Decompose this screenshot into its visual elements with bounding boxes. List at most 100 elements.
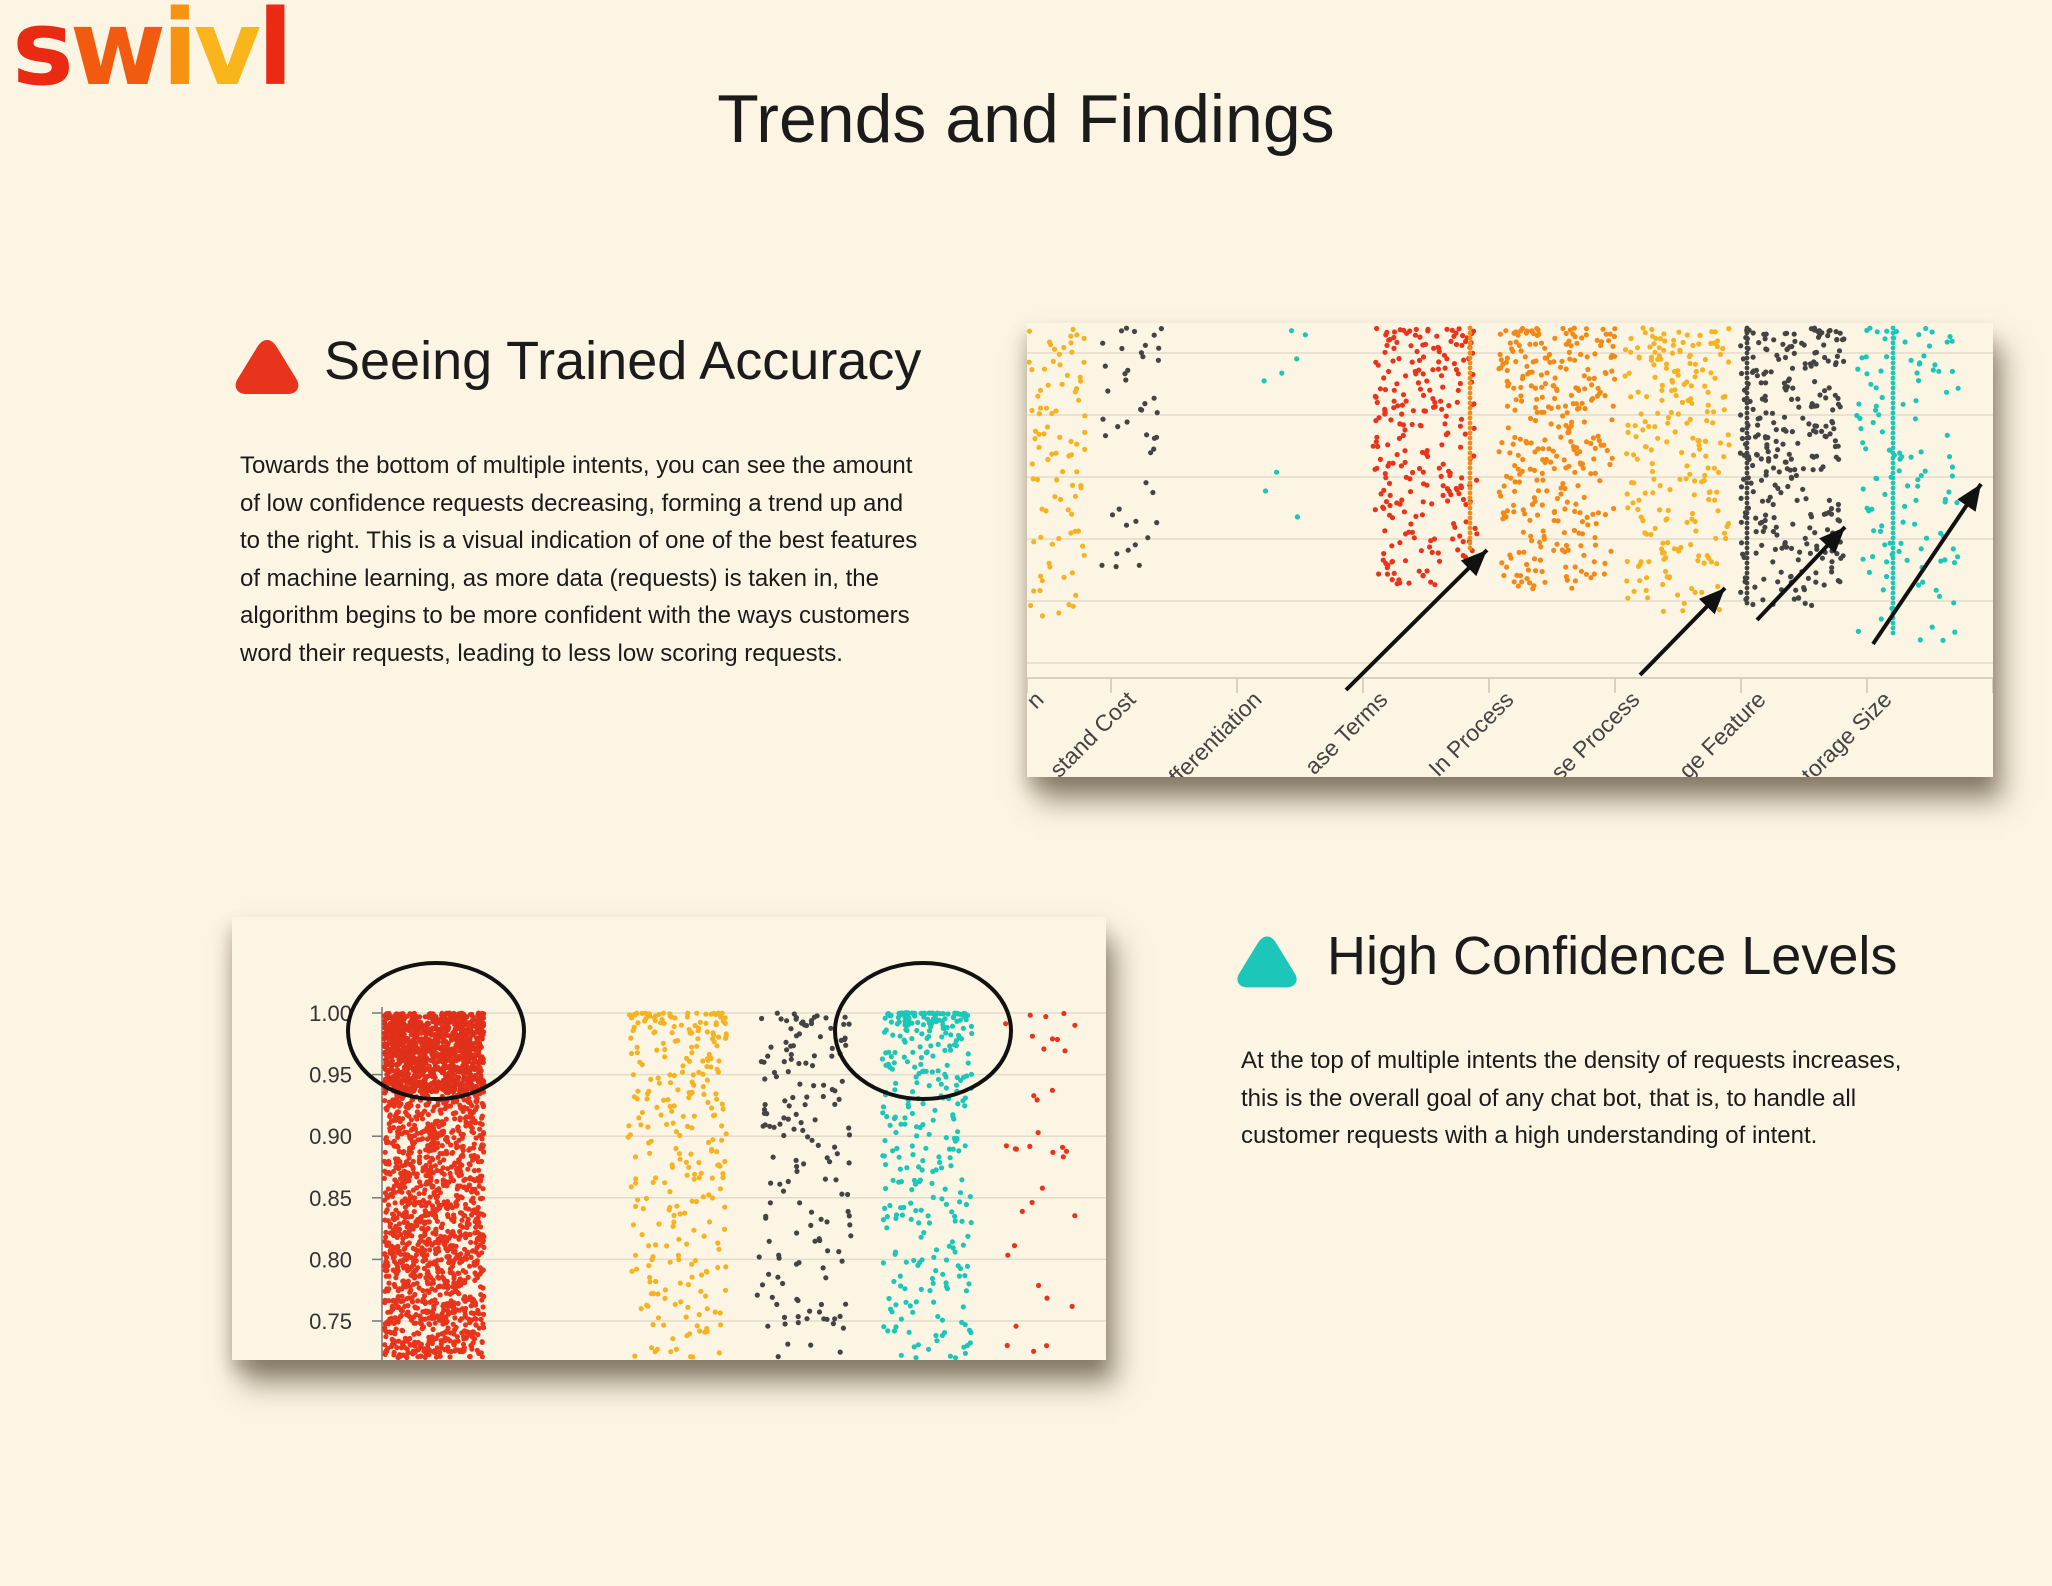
- data-point: [1748, 480, 1754, 486]
- data-point: [947, 1353, 954, 1359]
- data-point: [388, 1118, 394, 1124]
- data-point: [1588, 440, 1594, 447]
- data-point: [1598, 342, 1604, 349]
- data-point: [460, 1068, 467, 1074]
- data-point: [891, 1115, 898, 1122]
- data-point: [676, 1151, 682, 1157]
- data-point: [1788, 573, 1794, 579]
- data-point: [481, 1029, 487, 1035]
- data-point: [1399, 411, 1405, 417]
- data-point: [888, 1013, 894, 1019]
- data-point: [1744, 455, 1750, 461]
- data-point: [417, 1154, 423, 1160]
- data-point: [1902, 339, 1908, 345]
- data-point: [470, 1209, 476, 1215]
- data-point: [1057, 362, 1063, 368]
- data-point: [704, 1306, 710, 1312]
- data-point: [839, 1078, 845, 1084]
- data-point: [669, 1030, 675, 1036]
- data-point: [670, 1336, 676, 1342]
- data-point: [382, 1288, 388, 1294]
- data-point: [1504, 403, 1511, 409]
- data-point: [1558, 491, 1564, 497]
- data-point: [462, 1298, 468, 1304]
- data-point: [1597, 390, 1603, 396]
- data-point: [1808, 511, 1814, 518]
- data-point: [1890, 415, 1896, 421]
- data-point: [480, 1103, 486, 1110]
- data-point: [1744, 390, 1750, 396]
- data-point: [433, 1246, 439, 1252]
- data-point: [1905, 483, 1911, 489]
- data-point: [897, 1273, 903, 1279]
- data-point: [1923, 535, 1930, 541]
- data-point: [952, 1213, 958, 1219]
- data-point: [1796, 595, 1802, 601]
- data-point: [1458, 416, 1465, 422]
- data-point: [1706, 555, 1712, 561]
- data-point: [722, 1158, 728, 1165]
- data-point: [460, 1152, 466, 1158]
- data-point: [447, 1170, 453, 1177]
- data-point: [795, 1320, 801, 1326]
- data-point: [660, 1040, 666, 1046]
- confidence-scatter-chart: 1.000.950.900.850.800.75: [309, 961, 1106, 1360]
- data-point: [1372, 507, 1378, 513]
- data-point: [1436, 558, 1443, 564]
- data-point: [1813, 570, 1819, 576]
- data-point: [676, 1257, 682, 1263]
- data-point: [1744, 515, 1750, 521]
- data-point: [1554, 387, 1560, 394]
- data-point: [847, 1222, 853, 1228]
- data-point: [1921, 353, 1927, 359]
- data-point: [1467, 445, 1473, 451]
- data-point: [469, 1046, 475, 1052]
- data-point: [435, 1140, 441, 1146]
- data-point: [1878, 616, 1884, 622]
- data-point: [905, 1101, 911, 1108]
- data-point: [1056, 610, 1062, 616]
- data-point: [939, 1196, 945, 1202]
- data-point: [1890, 575, 1896, 581]
- data-point: [1382, 471, 1388, 477]
- data-point: [1554, 495, 1560, 502]
- data-point: [1029, 1033, 1035, 1039]
- data-point: [1635, 506, 1641, 513]
- data-point: [1657, 336, 1663, 342]
- data-point: [452, 1116, 458, 1122]
- data-point: [1527, 580, 1533, 586]
- data-point: [1439, 406, 1445, 412]
- swivl-logo[interactable]: swivl: [10, 0, 300, 118]
- data-point: [1890, 370, 1896, 376]
- data-point: [392, 1189, 398, 1195]
- data-point: [1027, 359, 1032, 365]
- data-point: [1763, 410, 1769, 416]
- category-label: ge Feature: [1673, 686, 1770, 777]
- data-point: [800, 1019, 806, 1025]
- data-point: [426, 1200, 432, 1206]
- data-point: [808, 1222, 814, 1228]
- data-point: [1046, 339, 1053, 345]
- data-point: [1429, 501, 1435, 507]
- data-point: [1915, 378, 1922, 384]
- data-point: [1915, 483, 1921, 489]
- data-point: [1789, 365, 1796, 371]
- data-point: [447, 1269, 453, 1275]
- data-point: [667, 1072, 673, 1078]
- data-point: [931, 1011, 937, 1017]
- data-point: [912, 1064, 918, 1070]
- data-point: [1422, 408, 1428, 414]
- data-point: [479, 1354, 485, 1360]
- data-point: [881, 1153, 887, 1159]
- data-point: [1467, 405, 1473, 411]
- data-point: [1642, 530, 1648, 536]
- data-point: [1744, 475, 1750, 481]
- data-point: [402, 1051, 408, 1057]
- data-point: [410, 1158, 416, 1165]
- data-point: [459, 1217, 465, 1223]
- data-point: [1785, 483, 1791, 490]
- data-point: [1938, 558, 1944, 564]
- data-point: [756, 1254, 762, 1260]
- data-point: [475, 1332, 481, 1338]
- data-point: [904, 1165, 910, 1171]
